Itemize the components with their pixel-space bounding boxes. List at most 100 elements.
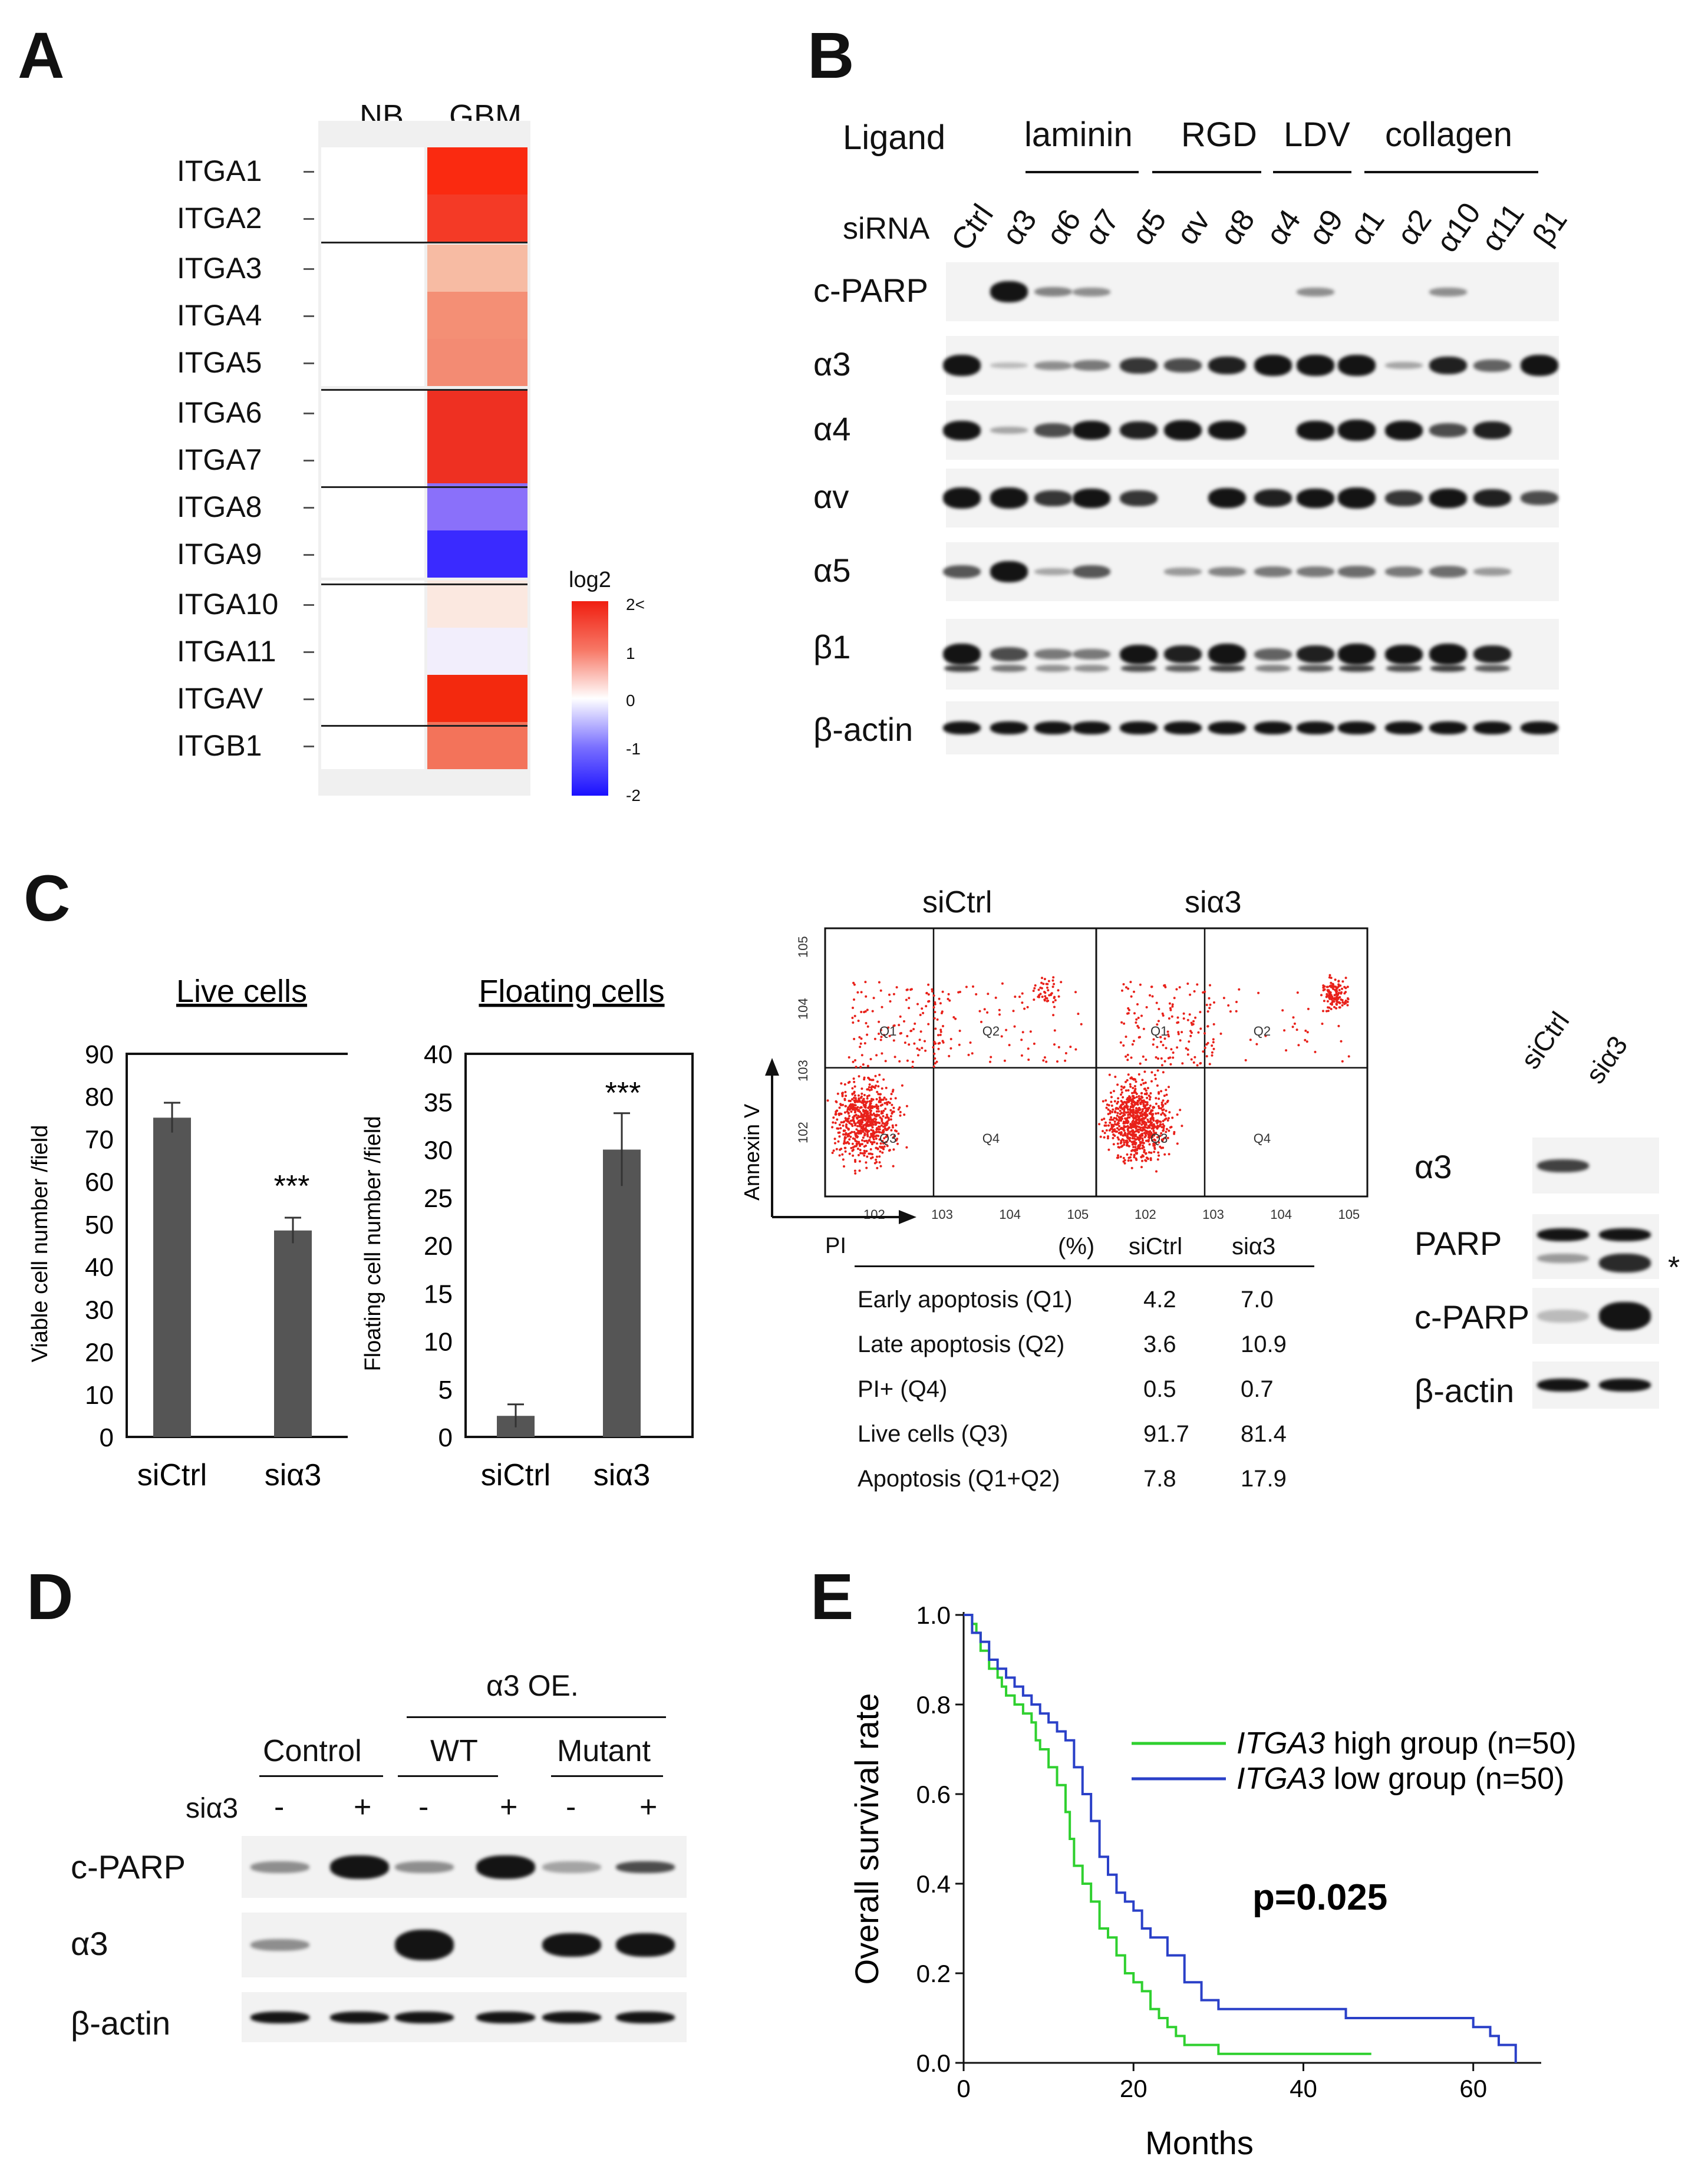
heatmap-cell-nb [321, 194, 424, 242]
flow-event [1100, 1118, 1103, 1121]
flow-event [1142, 1055, 1145, 1058]
flow-event [875, 1130, 878, 1133]
flow-event [1126, 1117, 1129, 1120]
flow-event [1123, 1108, 1126, 1111]
flow-event [1125, 1089, 1127, 1092]
flow-event [850, 1123, 853, 1126]
flow-event [841, 1153, 844, 1156]
flow-event [835, 1110, 837, 1113]
flow-event [1134, 1143, 1137, 1146]
blot-band [990, 281, 1028, 302]
flow-event [1136, 1129, 1139, 1132]
flow-event [1112, 1125, 1115, 1128]
ligand-line-rgd [1152, 171, 1261, 173]
flow-event [1034, 984, 1037, 987]
heatmap-cell-gbm [427, 147, 527, 194]
flow-event [856, 1106, 859, 1109]
flow-event [853, 1037, 856, 1040]
flow-event [1129, 1077, 1132, 1080]
flow-event [1127, 1126, 1130, 1129]
flow-event [1147, 1107, 1150, 1110]
wbc-band [1599, 1301, 1651, 1330]
flow-event [940, 1012, 943, 1014]
flow-event [1044, 995, 1047, 998]
flow-event [892, 1126, 894, 1129]
flow-event [899, 1110, 902, 1113]
blot-band [1338, 721, 1376, 734]
flow-event [1131, 1077, 1134, 1080]
flow-event [873, 1086, 876, 1089]
flow-event [1005, 1028, 1008, 1031]
flow-event [834, 1122, 837, 1125]
flow-event [975, 993, 978, 995]
flow-event [1117, 1132, 1120, 1135]
km-x-tick-label: 0 [957, 2075, 970, 2102]
flow-event [1104, 1099, 1107, 1102]
flow-event [1116, 1122, 1119, 1125]
flow-event [905, 1146, 908, 1149]
flow-event [1227, 1004, 1230, 1007]
flow-event [916, 1047, 919, 1050]
heatmap-divider [321, 389, 527, 391]
flow-event [867, 1106, 870, 1109]
flow-event [1041, 995, 1044, 998]
flow-event [1054, 999, 1057, 1002]
flow-event [1039, 993, 1042, 995]
flow-event [922, 1011, 925, 1014]
flow-event [878, 1122, 881, 1125]
flow-event [916, 1054, 919, 1057]
flow-event [868, 1130, 871, 1133]
flow-event [1134, 1087, 1137, 1090]
flow-event [1139, 1135, 1142, 1138]
flow-event [1177, 1031, 1180, 1034]
flow-event [1337, 985, 1340, 988]
flow-event [878, 1125, 880, 1128]
flow-event [1143, 1070, 1146, 1073]
flow-event [1189, 993, 1192, 996]
flow-event [1150, 1080, 1153, 1083]
flow-event [934, 1057, 937, 1060]
table-cell-si: 81.4 [1241, 1421, 1287, 1447]
flow-event [933, 1040, 936, 1043]
flow-event [1110, 1105, 1113, 1107]
flow-event [875, 1098, 878, 1100]
flow-event [866, 1135, 869, 1138]
table-header-si: siα3 [1232, 1234, 1276, 1260]
flow-event [1141, 1096, 1144, 1099]
flow-event [1182, 1017, 1185, 1020]
flow-event [876, 1147, 879, 1150]
flow-event [1341, 999, 1344, 1001]
flow-event [892, 1106, 895, 1109]
y-tick-label: 5 [438, 1376, 453, 1405]
flow-event [1140, 1115, 1143, 1117]
flow-event [1142, 1099, 1145, 1102]
blot-band [1120, 357, 1158, 374]
flow-event [1145, 1059, 1148, 1061]
flow-event [865, 1166, 868, 1169]
flow-event [1117, 1128, 1120, 1131]
flow-event [1021, 992, 1024, 995]
flow-event [1165, 1089, 1168, 1092]
flow-event [1158, 1141, 1160, 1144]
flow-event [872, 1118, 875, 1121]
blot-band [943, 487, 981, 509]
flow-event [863, 1094, 866, 1096]
flow-event [878, 1138, 881, 1141]
d-strip [242, 1836, 687, 1898]
flow-event [1116, 1112, 1119, 1115]
flow-event [1123, 1022, 1126, 1025]
flow-event [889, 1097, 892, 1100]
flow-event [846, 1140, 849, 1143]
d-row-label: β-actin [71, 2005, 171, 2042]
flow-event [1163, 1153, 1166, 1156]
blot-band [1208, 644, 1246, 665]
flow-event [1077, 1013, 1080, 1016]
flow-event [1130, 1159, 1132, 1162]
flow-event [1123, 1162, 1126, 1165]
flow-event [875, 1110, 878, 1113]
flow-event [1202, 1050, 1205, 1053]
flow-cytometry-plots: Q1 Q2 Q3 Q4 102 103 104 105 Q1 Q2 Q3 Q4 102 103 104 105… [740, 927, 1369, 1224]
flow-event [1209, 1003, 1212, 1006]
flow-event [894, 1097, 897, 1100]
flow-event [1148, 1151, 1150, 1154]
